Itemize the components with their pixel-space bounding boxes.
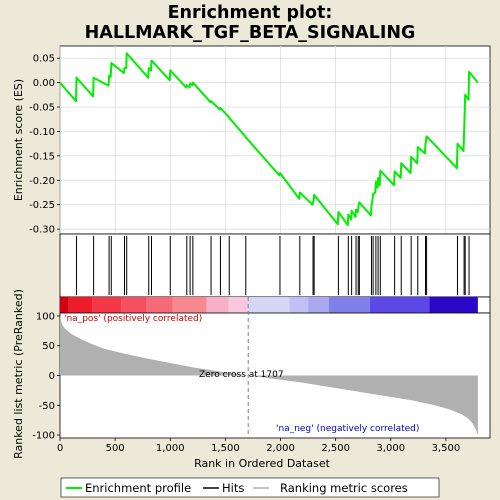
metric-y-tick-label: 100 [36, 311, 55, 322]
x-tick-label: 2,000 [266, 443, 295, 454]
es-y-axis-label: Enrichment score (ES) [12, 79, 25, 201]
chart-title-line-2: HALLMARK_TGF_BETA_SIGNALING [85, 23, 416, 43]
x-tick-label: 3,500 [432, 443, 461, 454]
metric-x-ticks: 0 500 1,000 1,500 2,000 2,500 3,000 3,500 [57, 438, 460, 454]
es-y-tick-label: -0.10 [29, 127, 55, 138]
metric-y-tick-label: -100 [32, 431, 55, 442]
colorbar-segment [329, 297, 370, 313]
colorbar-segment [146, 297, 173, 313]
colorbar-segment [68, 297, 92, 313]
legend-metric-label: Ranking metric scores [280, 481, 408, 495]
es-panel: 0.05 0.00 -0.05 -0.10 -0.15 -0.20 -0.25 -0.30 E… [12, 45, 491, 236]
es-y-tick-label: -0.25 [29, 200, 55, 211]
x-axis-label: Rank in Ordered Dataset [194, 457, 331, 470]
metric-y-tick-label: -50 [39, 401, 55, 412]
es-y-tick-label: -0.20 [29, 176, 55, 187]
colorbar-segment [289, 297, 309, 313]
es-y-tick-label: 0.00 [33, 78, 55, 89]
colorbar-segments [60, 297, 478, 313]
metric-y-ticks: 100 50 0 -50 -100 [32, 311, 60, 442]
es-y-ticks: 0.05 0.00 -0.05 -0.10 -0.15 -0.20 -0.25 -0.30 [29, 54, 60, 236]
metric-y-axis-label: Ranked list metric (PreRanked) [12, 289, 25, 459]
negative-correlation-label: 'na_neg' (negatively correlated) [276, 424, 419, 434]
x-tick-label: 1,500 [211, 443, 240, 454]
colorbar-segment [121, 297, 146, 313]
legend-enrichment-label: Enrichment profile [85, 481, 191, 495]
chart-title-line-1: Enrichment plot: [168, 3, 333, 23]
metric-y-tick-label: 50 [42, 341, 55, 352]
x-tick-label: 500 [106, 443, 125, 454]
legend: Enrichment profile Hits Ranking metric s… [60, 477, 440, 498]
metric-y-tick-label: 0 [49, 371, 55, 382]
es-y-tick-label: -0.30 [29, 225, 55, 236]
colorbar-segment [91, 297, 122, 313]
x-tick-label: 3,000 [376, 443, 405, 454]
x-tick-label: 1,000 [156, 443, 185, 454]
legend-box [60, 477, 440, 498]
es-plot-area [59, 45, 491, 235]
x-tick-label: 2,500 [321, 443, 350, 454]
es-y-tick-label: -0.05 [29, 103, 55, 114]
colorbar-segment [172, 297, 207, 313]
colorbar-segment [60, 297, 69, 313]
es-y-tick-label: -0.15 [29, 151, 55, 162]
zero-cross-label: Zero cross at 1707 [199, 370, 284, 380]
ranking-colorbar [59, 296, 491, 314]
es-y-tick-label: 0.05 [33, 54, 55, 65]
colorbar-segment [429, 297, 478, 313]
hits-panel [59, 233, 491, 298]
legend-hits-label: Hits [222, 481, 244, 495]
x-tick-label: 0 [57, 443, 63, 454]
colorbar-segment [206, 297, 229, 313]
enrichment-profile-line [59, 52, 479, 227]
colorbar-segment [228, 297, 249, 313]
ranking-metric-area [60, 316, 478, 435]
colorbar-segment [308, 297, 330, 313]
positive-correlation-label: 'na_pos' (positively correlated) [64, 314, 202, 324]
hit-marks [76, 236, 470, 295]
hits-area [59, 233, 491, 298]
colorbar-segment [369, 297, 430, 313]
colorbar-segment [248, 297, 290, 313]
